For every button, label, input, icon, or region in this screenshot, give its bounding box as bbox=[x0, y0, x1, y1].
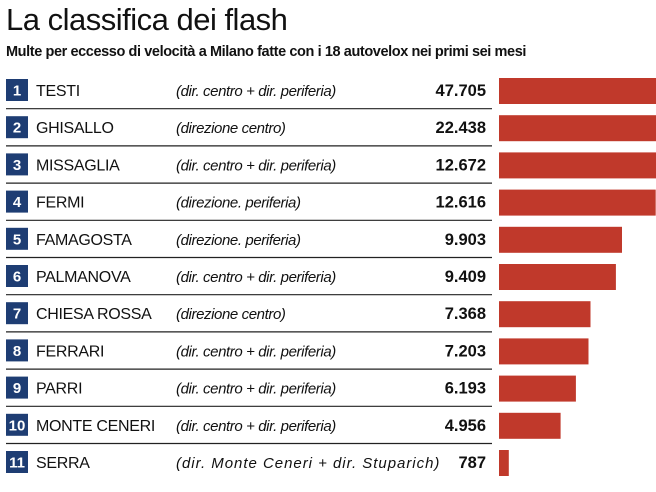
bar bbox=[499, 78, 656, 104]
bar bbox=[499, 450, 509, 476]
rank-number: 7 bbox=[13, 306, 21, 323]
chart-subtitle: Multe per eccesso di velocità a Milano f… bbox=[6, 44, 526, 60]
rank-badge bbox=[6, 451, 28, 473]
direction-label: (dir. centro + dir. periferia) bbox=[176, 381, 336, 398]
category-label: TESTI bbox=[36, 83, 80, 100]
rank-badge bbox=[6, 302, 28, 325]
rank-number: 10 bbox=[9, 417, 26, 434]
direction-label: (direzione centro) bbox=[176, 306, 286, 323]
rank-number: 9 bbox=[13, 380, 21, 397]
rank-number: 6 bbox=[13, 269, 21, 286]
bar bbox=[499, 264, 616, 290]
chart-row: 2 GHISALLO (direzione centro) 22.438 bbox=[6, 115, 656, 147]
rank-badge bbox=[6, 339, 28, 362]
data-label: 7.368 bbox=[445, 305, 486, 323]
direction-label: (dir. Monte Ceneri + dir. Stuparich) bbox=[176, 455, 439, 472]
bar bbox=[499, 152, 656, 179]
bar bbox=[499, 189, 656, 216]
category-label: MISSAGLIA bbox=[36, 157, 120, 174]
category-label: FERMI bbox=[36, 195, 84, 212]
category-label: PALMANOVA bbox=[36, 269, 131, 286]
chart-row: 3 MISSAGLIA (dir. centro + dir. periferia)… bbox=[6, 152, 656, 184]
rank-number: 5 bbox=[13, 231, 21, 248]
data-label: 9.409 bbox=[445, 268, 486, 286]
chart-row: 10 MONTE CENERI (dir. centro + dir. perife… bbox=[6, 412, 561, 445]
rank-badge bbox=[6, 413, 28, 436]
category-label: SERRA bbox=[36, 455, 90, 472]
chart-row: 4 FERMI (direzione. periferia) 12.616 bbox=[6, 189, 656, 221]
data-label: 4.956 bbox=[445, 417, 486, 435]
chart-row: 5 FAMAGOSTA (direzione. periferia) 9.903 bbox=[6, 226, 622, 259]
direction-label: (dir. centro + dir. periferia) bbox=[176, 269, 336, 286]
bar bbox=[499, 412, 561, 439]
data-label: 9.903 bbox=[445, 231, 486, 249]
rank-badge bbox=[6, 190, 28, 213]
data-label: 47.705 bbox=[436, 82, 486, 100]
chart-row: 9 PARRI (dir. centro + dir. periferia) 6.19… bbox=[6, 375, 576, 407]
rank-badge bbox=[6, 79, 28, 101]
bar bbox=[499, 115, 656, 142]
bar bbox=[499, 338, 589, 365]
ranking-bar-chart: 1 TESTI (dir. centro + dir. periferia) 47.7… bbox=[6, 78, 656, 476]
direction-label: (dir. centro + dir. periferia) bbox=[176, 418, 336, 435]
chart-row: 8 FERRARI (dir. centro + dir. periferia) 7.… bbox=[6, 338, 589, 370]
rank-number: 3 bbox=[13, 157, 21, 174]
category-label: MONTE CENERI bbox=[36, 418, 155, 435]
data-label: 787 bbox=[458, 454, 486, 472]
data-label: 22.438 bbox=[436, 119, 486, 137]
data-label: 12.616 bbox=[436, 194, 486, 212]
rank-badge bbox=[6, 116, 28, 139]
bar bbox=[499, 226, 622, 253]
direction-label: (dir. centro + dir. periferia) bbox=[176, 343, 336, 360]
category-label: CHIESA ROSSA bbox=[36, 306, 152, 323]
data-label: 6.193 bbox=[445, 380, 486, 398]
data-label: 7.203 bbox=[445, 342, 486, 360]
direction-label: (direzione. periferia) bbox=[176, 195, 301, 212]
chart-row: 6 PALMANOVA (dir. centro + dir. periferia)… bbox=[6, 264, 616, 296]
rank-badge bbox=[6, 376, 28, 399]
rank-badge bbox=[6, 153, 28, 176]
rank-badge bbox=[6, 265, 28, 287]
rank-number: 2 bbox=[13, 120, 21, 137]
category-label: GHISALLO bbox=[36, 120, 114, 137]
chart-row: 11 SERRA (dir. Monte Ceneri + dir. Stupari… bbox=[6, 450, 509, 476]
chart-row: 7 CHIESA ROSSA (direzione centro) 7.368 bbox=[6, 301, 591, 333]
rank-number: 1 bbox=[13, 83, 21, 100]
direction-label: (dir. centro + dir. periferia) bbox=[176, 83, 336, 100]
direction-label: (direzione centro) bbox=[176, 120, 286, 137]
rank-number: 4 bbox=[13, 194, 22, 211]
rank-badge bbox=[6, 227, 28, 250]
direction-label: (dir. centro + dir. periferia) bbox=[176, 157, 336, 174]
bar bbox=[499, 375, 576, 402]
category-label: FERRARI bbox=[36, 343, 104, 360]
bar bbox=[499, 301, 591, 328]
chart-title: La classifica dei flash bbox=[6, 2, 288, 37]
category-label: PARRI bbox=[36, 381, 82, 398]
rank-number: 8 bbox=[13, 343, 21, 360]
chart-row: 1 TESTI (dir. centro + dir. periferia) 47.7… bbox=[6, 78, 656, 110]
rank-number: 11 bbox=[9, 455, 25, 472]
category-label: FAMAGOSTA bbox=[36, 232, 132, 249]
data-label: 12.672 bbox=[436, 156, 486, 174]
direction-label: (direzione. periferia) bbox=[176, 232, 301, 249]
